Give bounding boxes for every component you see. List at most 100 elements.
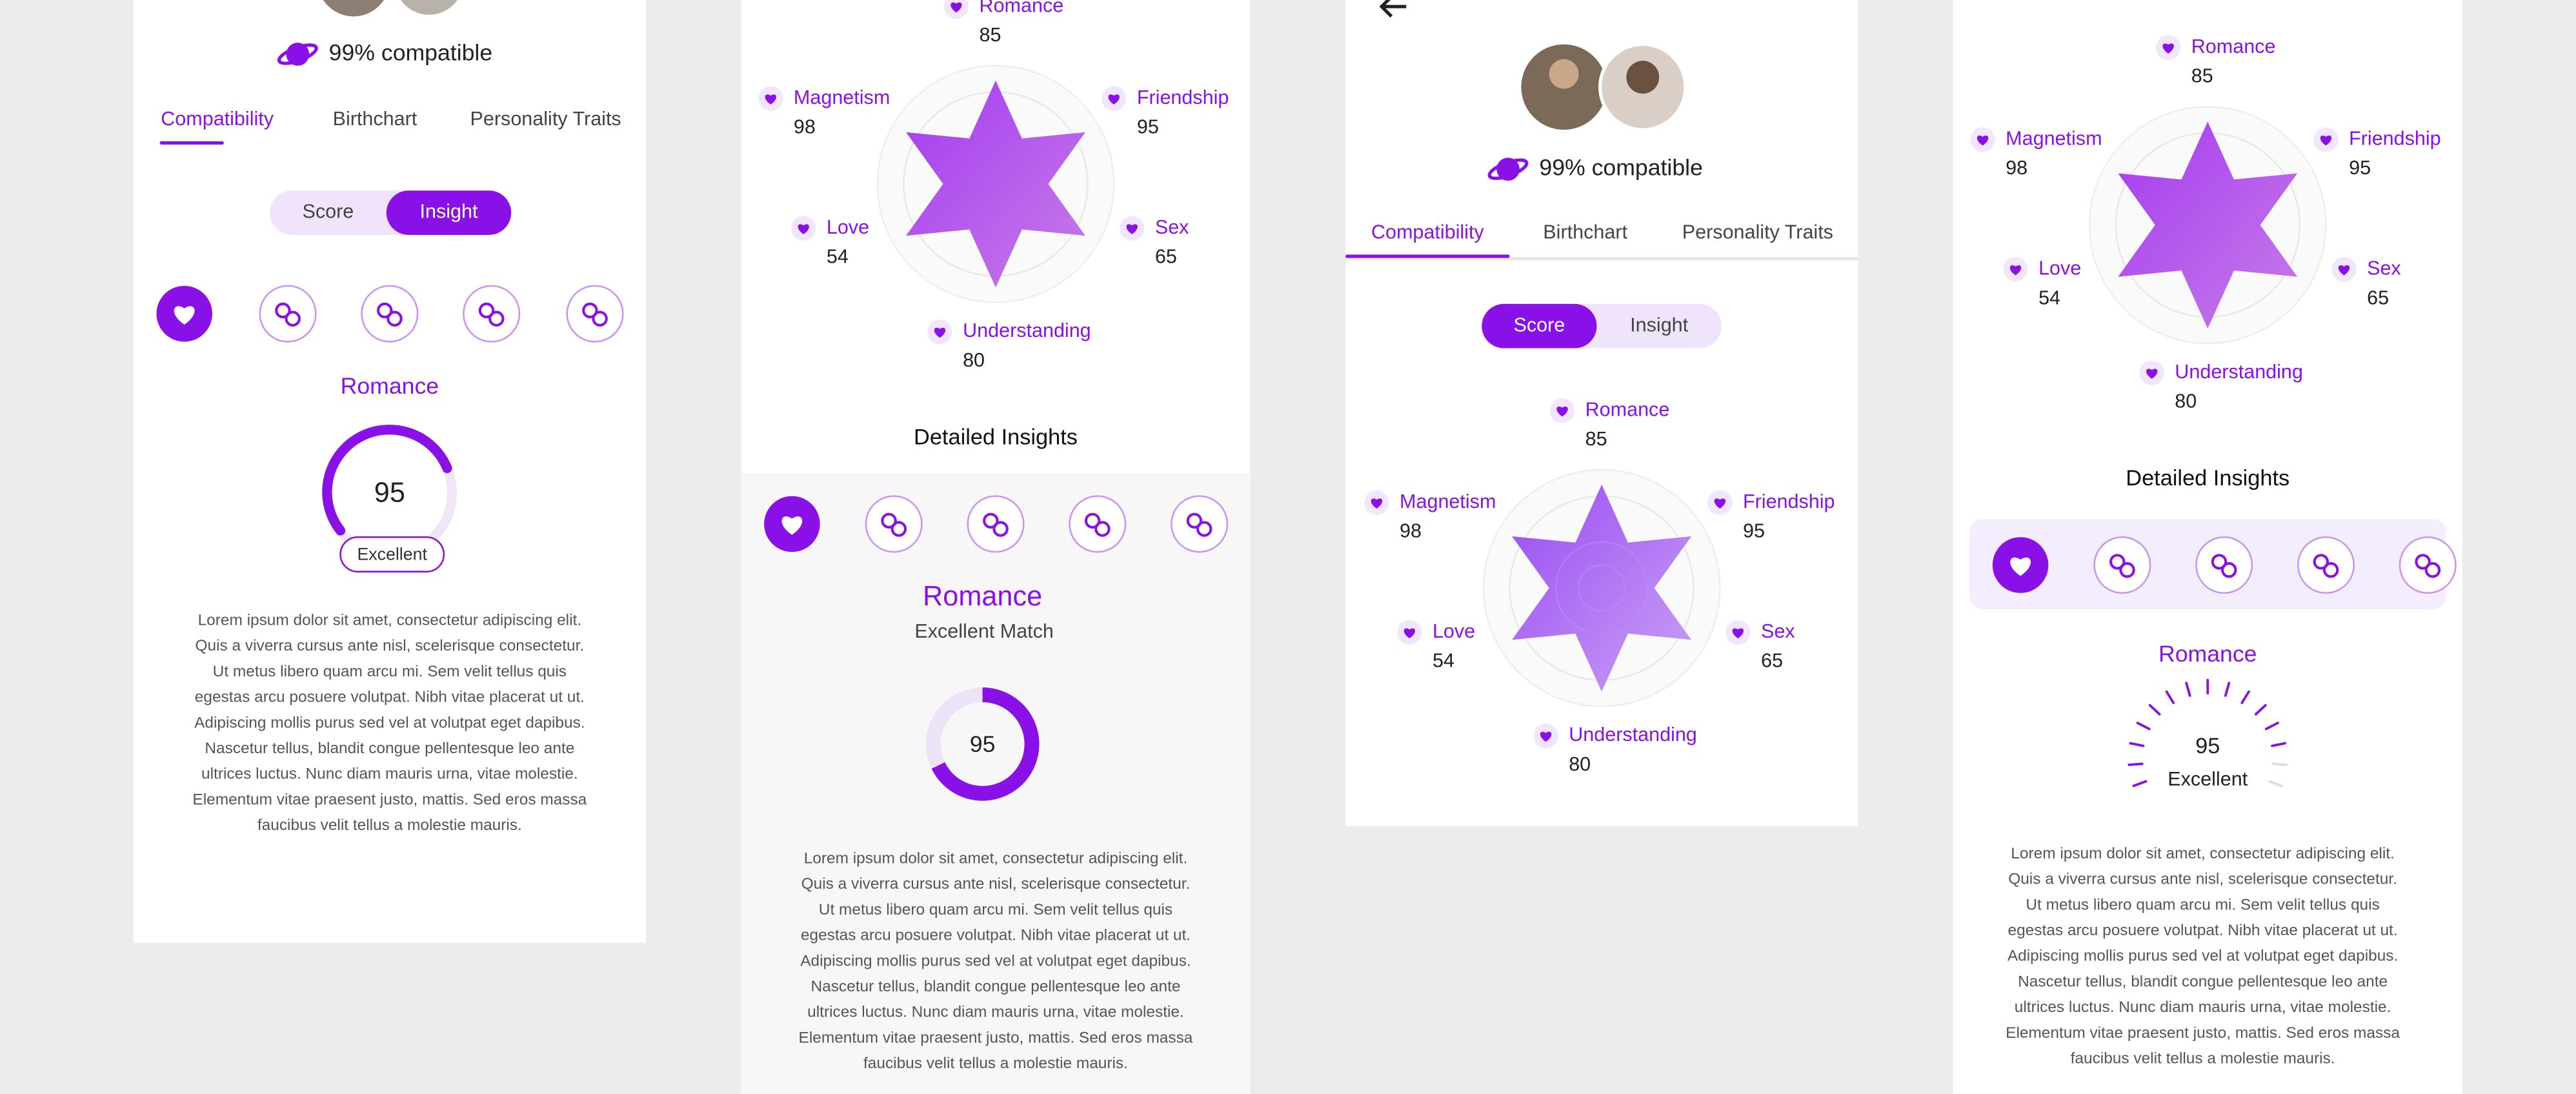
radar-label: Sex [1155, 216, 1189, 238]
radar-label: Friendship [1743, 491, 1835, 512]
category-title: Romance [341, 373, 439, 399]
radar-value: 65 [1761, 650, 1783, 672]
description-line: faucibus velit tellus a molestie mauris. [257, 816, 522, 834]
score: 95 [2195, 734, 2220, 758]
icon-glyph [1094, 521, 1111, 537]
radar-ring [1555, 541, 1649, 635]
heart-glyph [765, 94, 776, 105]
radar-value: 98 [2006, 157, 2028, 179]
radar-label: Magnetism [2006, 127, 2102, 149]
rating: Excellent [357, 544, 427, 563]
radar-value: 65 [2367, 287, 2389, 309]
icon-glyph [488, 310, 505, 327]
heart-glyph [2320, 135, 2332, 146]
toggle-option[interactable]: Insight [1630, 314, 1688, 336]
toggle-option[interactable]: Insight [419, 201, 478, 223]
icon-glyph [2424, 562, 2441, 578]
heart-glyph [1108, 94, 1120, 105]
radar-value: 98 [1400, 520, 1422, 542]
radar-label: Understanding [2175, 361, 2303, 383]
toggle-option[interactable]: Score [1514, 314, 1565, 336]
icon-glyph [891, 521, 907, 537]
description-line: ultrices luctus. Nunc diam mauris urna, … [201, 765, 578, 783]
radar-value: 95 [2349, 157, 2371, 179]
description-line: faucibus velit tellus a molestie mauris. [2071, 1049, 2335, 1067]
description-line: Ut metus libero quam arcu mi. Sem velit … [2026, 896, 2379, 913]
heart-glyph [781, 516, 803, 535]
description-line: Nascetur tellus, blandit congue pellente… [811, 978, 1181, 995]
description-line: egestas arcu posuere volutpat. Nibh vita… [801, 927, 1191, 944]
avatar [397, 0, 461, 18]
tab[interactable]: Birthchart [1543, 221, 1627, 243]
icon-glyph [2322, 562, 2339, 578]
gauge-tick [2271, 762, 2288, 766]
radar-label: Understanding [1569, 724, 1697, 745]
toggle-active [1482, 303, 1597, 349]
section-title: Detailed Insights [914, 425, 1078, 450]
radar-label: Love [827, 216, 869, 238]
description-line: Nascetur tellus, blandit congue pellente… [2018, 973, 2388, 990]
avatar [323, 0, 384, 17]
radar-value: 80 [2175, 390, 2197, 412]
tab[interactable]: Personality Traits [1682, 221, 1833, 243]
radar-label: Romance [980, 0, 1064, 16]
icon-glyph [582, 302, 598, 319]
radar-value: 85 [2191, 65, 2213, 87]
category-subtitle: Excellent Match [914, 620, 1054, 642]
heart-glyph [1126, 224, 1138, 234]
radar-ring [1578, 564, 1626, 613]
screen-panel [133, 0, 646, 943]
icon-glyph [285, 310, 301, 327]
description-line: Adipiscing mollis purus sed vel at volut… [194, 714, 585, 731]
description-line: Elementum vitae praesent justo, mattis. … [192, 791, 587, 808]
radar-value: 65 [1155, 246, 1177, 268]
radar-value: 80 [1569, 753, 1591, 775]
heart-glyph [2146, 369, 2158, 379]
heart-glyph [2162, 43, 2174, 54]
description-line: egestas arcu posuere volutpat. Nibh vita… [195, 689, 585, 706]
description-line: Lorem ipsum dolor sit amet, consectetur … [2011, 845, 2395, 862]
toggle-active [386, 190, 512, 235]
tab[interactable]: Compatibility [161, 108, 274, 130]
category-title: Romance [2158, 641, 2257, 667]
heart-glyph [1404, 628, 1416, 639]
description-line: egestas arcu posuere volutpat. Nibh vita… [2008, 922, 2398, 939]
radar-value: 98 [794, 116, 816, 138]
radar-value: 95 [1743, 520, 1765, 542]
icon-glyph [983, 512, 999, 529]
radar-value: 54 [827, 246, 849, 268]
description-line: Adipiscing mollis purus sed vel at volut… [2007, 947, 2398, 965]
description-line: Ut metus libero quam arcu mi. Sem velit … [819, 901, 1172, 918]
toggle-option[interactable]: Score [303, 201, 354, 223]
description-line: Lorem ipsum dolor sit amet, consectetur … [804, 850, 1188, 867]
back-arrow[interactable] [1379, 0, 1407, 18]
tab-underline [159, 141, 224, 145]
description-line: Quis a viverra cursus ante nisl, sceleri… [196, 637, 585, 654]
radar-label: Magnetism [1400, 491, 1496, 512]
radar-label: Sex [2367, 257, 2401, 279]
description-line: ultrices luctus. Nunc diam mauris urna, … [2015, 998, 2391, 1016]
score: 95 [374, 477, 405, 508]
icon-glyph [1084, 512, 1101, 529]
icon-glyph [881, 512, 897, 529]
gauge-tick [2132, 780, 2148, 787]
tab[interactable]: Personality Traits [470, 108, 621, 130]
rating-badge [339, 536, 445, 572]
gauge-tick [2240, 690, 2250, 704]
icon-glyph [377, 302, 393, 319]
description-line: Ut metus libero quam arcu mi. Sem velit … [213, 663, 567, 680]
heart-glyph [934, 327, 946, 338]
tab[interactable]: Compatibility [1371, 221, 1484, 243]
icon-glyph [2415, 554, 2431, 570]
heart-glyph [951, 2, 962, 13]
radar-value: 80 [963, 349, 985, 371]
score-gauge-arc [322, 424, 452, 536]
score-donut-arc [931, 687, 1040, 801]
score: 95 [970, 731, 996, 757]
radar-label: Love [2038, 257, 2081, 279]
tab-underline [1345, 254, 1510, 258]
heart-glyph [1732, 628, 1744, 639]
planet-icon [277, 43, 318, 65]
section-title: Detailed Insights [2126, 466, 2289, 491]
tab[interactable]: Birthchart [333, 108, 418, 130]
